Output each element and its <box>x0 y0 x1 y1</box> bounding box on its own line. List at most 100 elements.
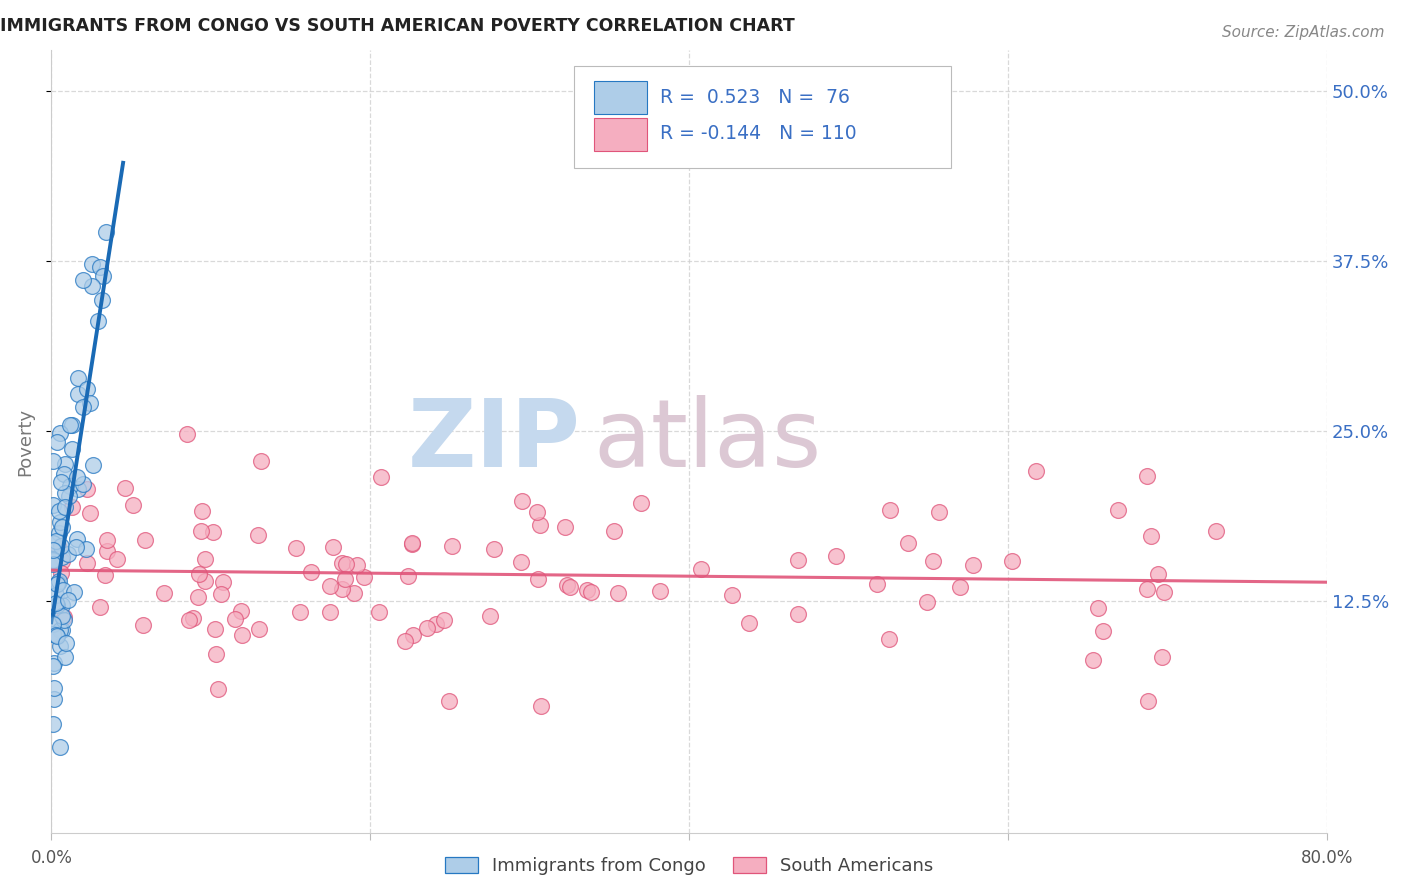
Point <box>824 549 846 564</box>
Point <box>318 605 340 619</box>
Point <box>89 260 111 274</box>
Point <box>433 613 456 627</box>
Point <box>96 543 118 558</box>
Point <box>44 656 66 670</box>
Point <box>58 592 80 607</box>
Point <box>51 550 73 565</box>
Point <box>42 454 65 468</box>
Point <box>1136 582 1159 597</box>
Text: 80.0%: 80.0% <box>1301 849 1354 867</box>
Point <box>42 615 65 630</box>
Point <box>1001 554 1024 568</box>
Point <box>396 569 419 583</box>
Point <box>343 585 366 599</box>
Point <box>190 524 212 538</box>
Point <box>555 578 578 592</box>
Point <box>288 605 311 619</box>
Point <box>1153 584 1175 599</box>
Point <box>510 555 533 569</box>
Point <box>319 579 342 593</box>
Point <box>194 574 217 588</box>
Text: R = -0.144   N = 110: R = -0.144 N = 110 <box>659 124 856 144</box>
Point <box>353 570 375 584</box>
Text: R =  0.523   N =  76: R = 0.523 N = 76 <box>659 87 849 106</box>
Point <box>915 595 938 609</box>
Point <box>82 279 104 293</box>
Point <box>177 613 200 627</box>
Point <box>45 533 67 548</box>
Point <box>46 629 69 643</box>
Point <box>45 596 67 610</box>
Point <box>1137 694 1160 708</box>
Point <box>72 477 94 491</box>
Point <box>42 616 65 631</box>
Point <box>48 525 70 540</box>
Point <box>962 558 984 573</box>
Point <box>96 533 118 547</box>
Point <box>650 584 672 599</box>
Y-axis label: Poverty: Poverty <box>17 408 35 475</box>
Point <box>1150 650 1173 665</box>
Point <box>630 496 652 510</box>
Point <box>322 540 344 554</box>
Point <box>479 608 502 623</box>
Point <box>49 639 72 653</box>
Point <box>787 607 810 621</box>
Point <box>603 524 626 538</box>
Point <box>53 500 76 515</box>
Point <box>121 498 143 512</box>
Point <box>346 558 368 572</box>
Point <box>928 505 950 519</box>
Point <box>721 588 744 602</box>
Point <box>1087 600 1109 615</box>
Point <box>554 520 576 534</box>
Point <box>482 542 505 557</box>
Point <box>416 621 439 635</box>
Point <box>114 481 136 495</box>
Point <box>42 558 65 572</box>
Point <box>45 628 67 642</box>
Point <box>689 562 711 576</box>
Point <box>202 524 225 539</box>
Point <box>79 506 101 520</box>
Point <box>58 489 80 503</box>
Point <box>51 566 73 580</box>
Point <box>49 426 72 441</box>
Point <box>738 615 761 630</box>
Point <box>42 552 65 566</box>
Point <box>333 572 356 586</box>
Point <box>204 622 226 636</box>
Point <box>45 588 67 602</box>
Point <box>53 467 76 481</box>
Point <box>368 606 391 620</box>
Point <box>53 458 76 472</box>
Point <box>949 580 972 594</box>
Point <box>330 582 353 597</box>
Point <box>48 504 70 518</box>
Point <box>52 613 75 627</box>
Point <box>437 694 460 708</box>
Point <box>72 273 94 287</box>
Point <box>55 636 77 650</box>
Point <box>187 590 209 604</box>
Point <box>209 587 232 601</box>
Point <box>59 418 82 433</box>
Point <box>105 551 128 566</box>
Point <box>79 396 101 410</box>
Point <box>866 577 889 591</box>
Point <box>285 541 308 555</box>
Point <box>229 604 252 618</box>
Point <box>42 626 65 640</box>
Point <box>45 577 67 591</box>
Point <box>42 716 65 731</box>
Point <box>49 515 72 529</box>
Point <box>53 486 76 500</box>
Point <box>82 257 104 271</box>
Point <box>879 503 901 517</box>
Point <box>51 598 73 612</box>
Point <box>425 617 447 632</box>
Text: atlas: atlas <box>593 395 821 488</box>
Point <box>46 576 69 591</box>
Point <box>66 387 89 401</box>
Point <box>76 541 98 556</box>
